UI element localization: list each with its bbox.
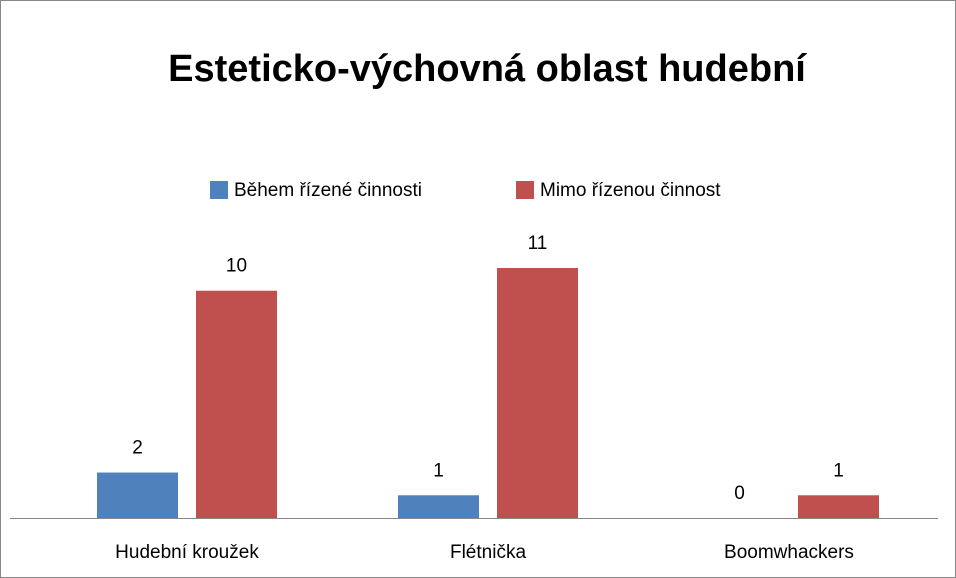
bar (97, 472, 178, 518)
data-label: 10 (226, 256, 247, 277)
legend-label: Mimo řízenou činnost (540, 180, 721, 201)
legend-swatch (210, 181, 228, 199)
data-label: 1 (833, 460, 844, 481)
bar (196, 290, 277, 518)
bar (398, 495, 479, 518)
bar (798, 495, 879, 518)
x-tick-label: Boomwhackers (724, 542, 854, 563)
legend-label: Během řízené činnosti (234, 180, 422, 201)
data-label: 0 (734, 483, 745, 504)
bar (497, 268, 578, 518)
x-tick-label: Flétnička (450, 542, 526, 563)
data-label: 11 (528, 233, 548, 254)
x-tick-label: Hudební kroužek (115, 542, 259, 563)
legend-swatch (516, 181, 534, 199)
chart-title: Esteticko-výchovná oblast hudební (168, 48, 806, 90)
data-label: 2 (132, 438, 143, 459)
data-label: 1 (433, 460, 444, 481)
